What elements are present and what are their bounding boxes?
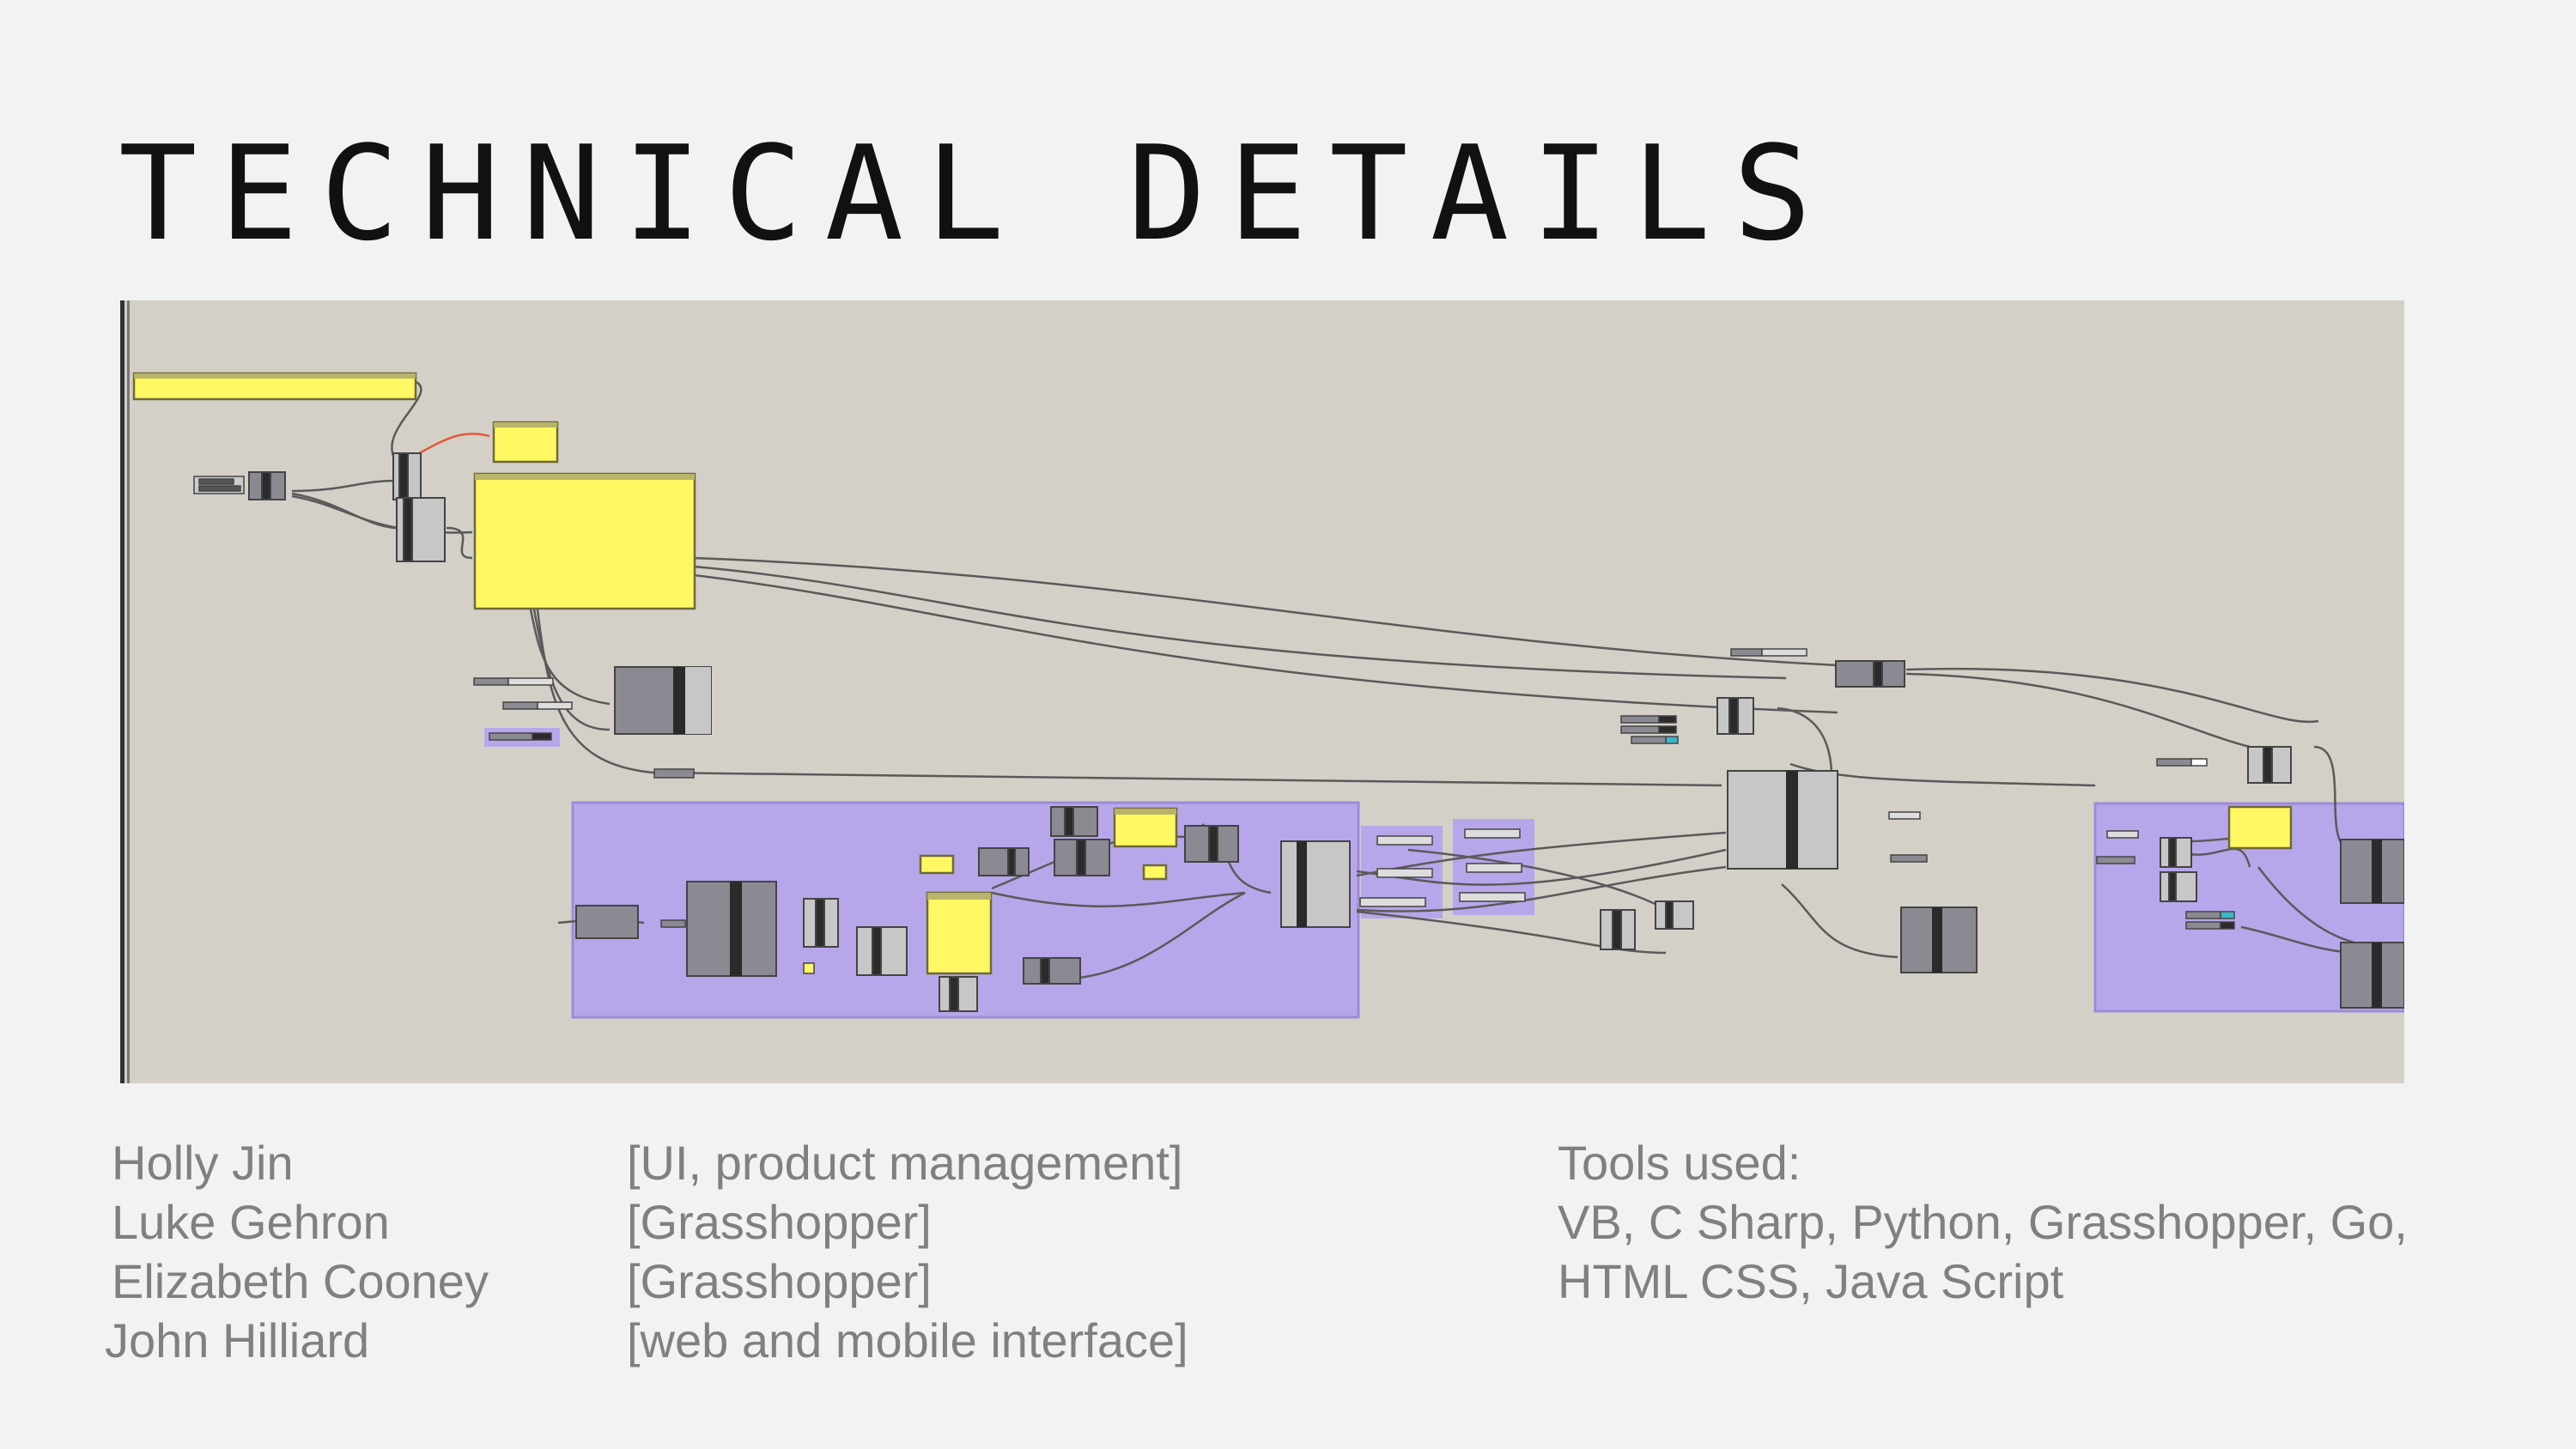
page-title: TECHNICAL DETAILS [118,118,1834,270]
wires [291,380,2362,980]
panel-small [492,421,559,464]
team-member-name: Holly Jin [112,1136,294,1190]
team-names: Holly Jin Luke Gehron Elizabeth Cooney J… [105,1133,489,1370]
panel-tiny-b [1142,864,1168,881]
panel-tiny-a [919,854,955,875]
sliders [193,476,2235,974]
node-graph [120,300,2404,1083]
panel-group-b [926,891,993,975]
team-roles: [UI, product management] [Grasshopper] [… [627,1133,1188,1370]
component-c [1280,840,1351,928]
team-member-role: [Grasshopper] [627,1254,932,1308]
highlighted-wire [416,433,490,457]
tools-used: Tools used: VB, C Sharp, Python, Grassho… [1558,1133,2408,1311]
canvas-edge-inner [127,300,130,1083]
panel-main [473,472,696,610]
team-member-name: Elizabeth Cooney [112,1254,489,1308]
team-member-role: [Grasshopper] [627,1195,932,1249]
small-components [248,452,2292,1012]
tools-list-line: VB, C Sharp, Python, Grasshopper, Go, [1558,1195,2408,1249]
team-member-name: John Hilliard [105,1313,370,1367]
panels [132,372,2293,975]
canvas-edge [120,300,125,1083]
grasshopper-definition-canvas [120,300,2404,1083]
tools-heading: Tools used: [1558,1136,1801,1190]
panel-headers [134,373,1176,900]
components [575,666,2404,1009]
team-member-role: [UI, product management] [627,1136,1183,1190]
team-member-name: Luke Gehron [112,1195,390,1249]
tools-list-line: HTML CSS, Java Script [1558,1254,2064,1308]
panel-right [2227,805,2293,850]
component-h [575,905,639,939]
team-member-role: [web and mobile interface] [627,1313,1188,1367]
component-d [1727,770,1838,870]
